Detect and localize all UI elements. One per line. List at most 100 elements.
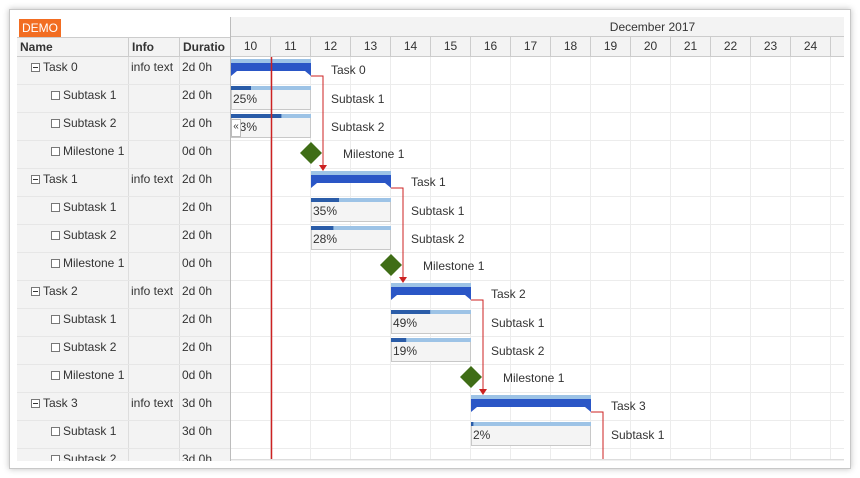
- bar-label: Task 3: [611, 399, 646, 413]
- milestone-diamond: [300, 142, 322, 164]
- row-name-label: Milestone 1: [63, 144, 125, 158]
- milestone-label: Milestone 1: [423, 259, 485, 273]
- tree-row[interactable]: Task 3 info text 3d 0h: [17, 393, 230, 421]
- task-progress: [391, 338, 407, 342]
- row-info-cell: [129, 197, 180, 224]
- dependency-link: [471, 299, 484, 393]
- horizontal-scrollbar[interactable]: ◄: [231, 459, 844, 461]
- row-duration-cell: 0d 0h: [182, 368, 213, 382]
- task-bar-top: [311, 226, 391, 230]
- tree-row[interactable]: Subtask 2 2d 0h: [17, 113, 230, 141]
- gantt-widget-frame: DEMO Name Info Duratio Task 0 info text 2d…: [9, 9, 851, 469]
- row-name-label: Task 1: [43, 172, 78, 186]
- tree-row[interactable]: Subtask 1 2d 0h: [17, 197, 230, 225]
- row-name-cell: Subtask 2: [17, 449, 129, 461]
- row-name-cell: Subtask 1: [17, 421, 129, 448]
- tree-row[interactable]: Milestone 1 0d 0h: [17, 141, 230, 169]
- bar-label: Subtask 2: [411, 232, 465, 246]
- row-name-cell: Task 0: [17, 57, 129, 84]
- row-info-cell: [129, 421, 180, 448]
- column-header-duration[interactable]: Duratio: [183, 40, 225, 54]
- row-duration-cell: 2d 0h: [182, 340, 213, 354]
- task-progress: [311, 226, 334, 230]
- progress-label: 25%: [233, 92, 257, 106]
- row-name-label: Subtask 2: [63, 228, 117, 242]
- bar-label: Task 2: [491, 287, 526, 301]
- tree-row[interactable]: Milestone 1 0d 0h: [17, 253, 230, 281]
- day-header-cell: 24: [791, 37, 831, 56]
- tree-row[interactable]: Subtask 2 2d 0h: [17, 225, 230, 253]
- tree-row[interactable]: Subtask 1 3d 0h: [17, 421, 230, 449]
- collapse-tree-button[interactable]: «: [231, 119, 241, 137]
- tree-row[interactable]: Subtask 1 2d 0h: [17, 309, 230, 337]
- row-name-label: Subtask 1: [63, 312, 117, 326]
- row-info-cell: [129, 309, 180, 336]
- demo-badge: DEMO: [19, 19, 61, 37]
- leaf-node-icon: [51, 259, 60, 268]
- tree-row[interactable]: Subtask 1 2d 0h: [17, 85, 230, 113]
- row-info-cell: info text: [129, 393, 180, 420]
- day-header-cell: 13: [351, 37, 391, 56]
- milestone-label: Milestone 1: [503, 371, 565, 385]
- leaf-node-icon: [51, 231, 60, 240]
- row-name-cell: Subtask 2: [17, 225, 129, 252]
- tree-row[interactable]: Task 1 info text 2d 0h: [17, 169, 230, 197]
- row-name-label: Task 0: [43, 60, 78, 74]
- row-info-cell: info text: [129, 169, 180, 196]
- day-header-cell: 10: [231, 37, 271, 56]
- scroll-left-arrow-icon[interactable]: ◄: [234, 460, 244, 461]
- row-name-cell: Subtask 1: [17, 85, 129, 112]
- bar-label: Subtask 1: [611, 428, 665, 442]
- milestone-diamond: [380, 254, 402, 276]
- timeline: December 2017 10 11 12 13 14 15 16 17 18 19 20 21 22…: [231, 17, 844, 461]
- collapse-toggle-icon[interactable]: [31, 399, 40, 408]
- month-header: December 2017: [231, 17, 844, 37]
- tree-row[interactable]: Task 2 info text 2d 0h: [17, 281, 230, 309]
- day-header-cell: 17: [511, 37, 551, 56]
- bar-label: Subtask 1: [331, 92, 385, 106]
- row-duration-cell: 2d 0h: [182, 312, 213, 326]
- day-header-cell: 23: [751, 37, 791, 56]
- tree-row[interactable]: Subtask 2 3d 0h: [17, 449, 230, 461]
- column-header-name[interactable]: Name: [17, 38, 129, 57]
- row-name-cell: Subtask 2: [17, 113, 129, 140]
- row-info-cell: [129, 85, 180, 112]
- row-name-cell: Subtask 2: [17, 337, 129, 364]
- bar-label: Subtask 1: [411, 204, 465, 218]
- dependency-link: [311, 75, 324, 169]
- row-duration-cell: 3d 0h: [182, 424, 213, 438]
- leaf-node-icon: [51, 203, 60, 212]
- leaf-node-icon: [51, 119, 60, 128]
- group-bar: [471, 399, 591, 412]
- row-duration-cell: 2d 0h: [182, 200, 213, 214]
- tree-row[interactable]: Milestone 1 0d 0h: [17, 365, 230, 393]
- collapse-toggle-icon[interactable]: [31, 63, 40, 72]
- column-header-info[interactable]: Info: [129, 38, 180, 57]
- row-duration-cell: 3d 0h: [182, 396, 213, 410]
- group-bar: [391, 287, 471, 300]
- row-name-cell: Milestone 1: [17, 141, 129, 168]
- leaf-node-icon: [51, 427, 60, 436]
- dependency-link: [591, 411, 604, 461]
- row-duration-cell: 2d 0h: [182, 88, 213, 102]
- day-header-cell: 11: [271, 37, 311, 56]
- milestone-diamond: [460, 366, 482, 388]
- tree-row[interactable]: Subtask 2 2d 0h: [17, 337, 230, 365]
- row-name-cell: Milestone 1: [17, 365, 129, 392]
- link-arrowhead: [479, 389, 487, 395]
- task-bar-top: [391, 310, 471, 314]
- row-name-label: Task 2: [43, 284, 78, 298]
- row-info-cell: [129, 225, 180, 252]
- progress-label: 19%: [393, 344, 417, 358]
- row-duration-cell: 2d 0h: [182, 172, 213, 186]
- tree-row[interactable]: Task 0 info text 2d 0h: [17, 57, 230, 85]
- progress-label: 35%: [313, 204, 337, 218]
- task-bar-top: [311, 198, 391, 202]
- timeline-grid: Task 0 25% Subtask 1 63% Subtask 2 Milestone …: [231, 57, 844, 461]
- row-duration-cell: 2d 0h: [182, 284, 213, 298]
- collapse-toggle-icon[interactable]: [31, 175, 40, 184]
- row-duration-cell: 2d 0h: [182, 60, 213, 74]
- bar-label: Subtask 2: [491, 344, 545, 358]
- collapse-toggle-icon[interactable]: [31, 287, 40, 296]
- row-info-cell: [129, 337, 180, 364]
